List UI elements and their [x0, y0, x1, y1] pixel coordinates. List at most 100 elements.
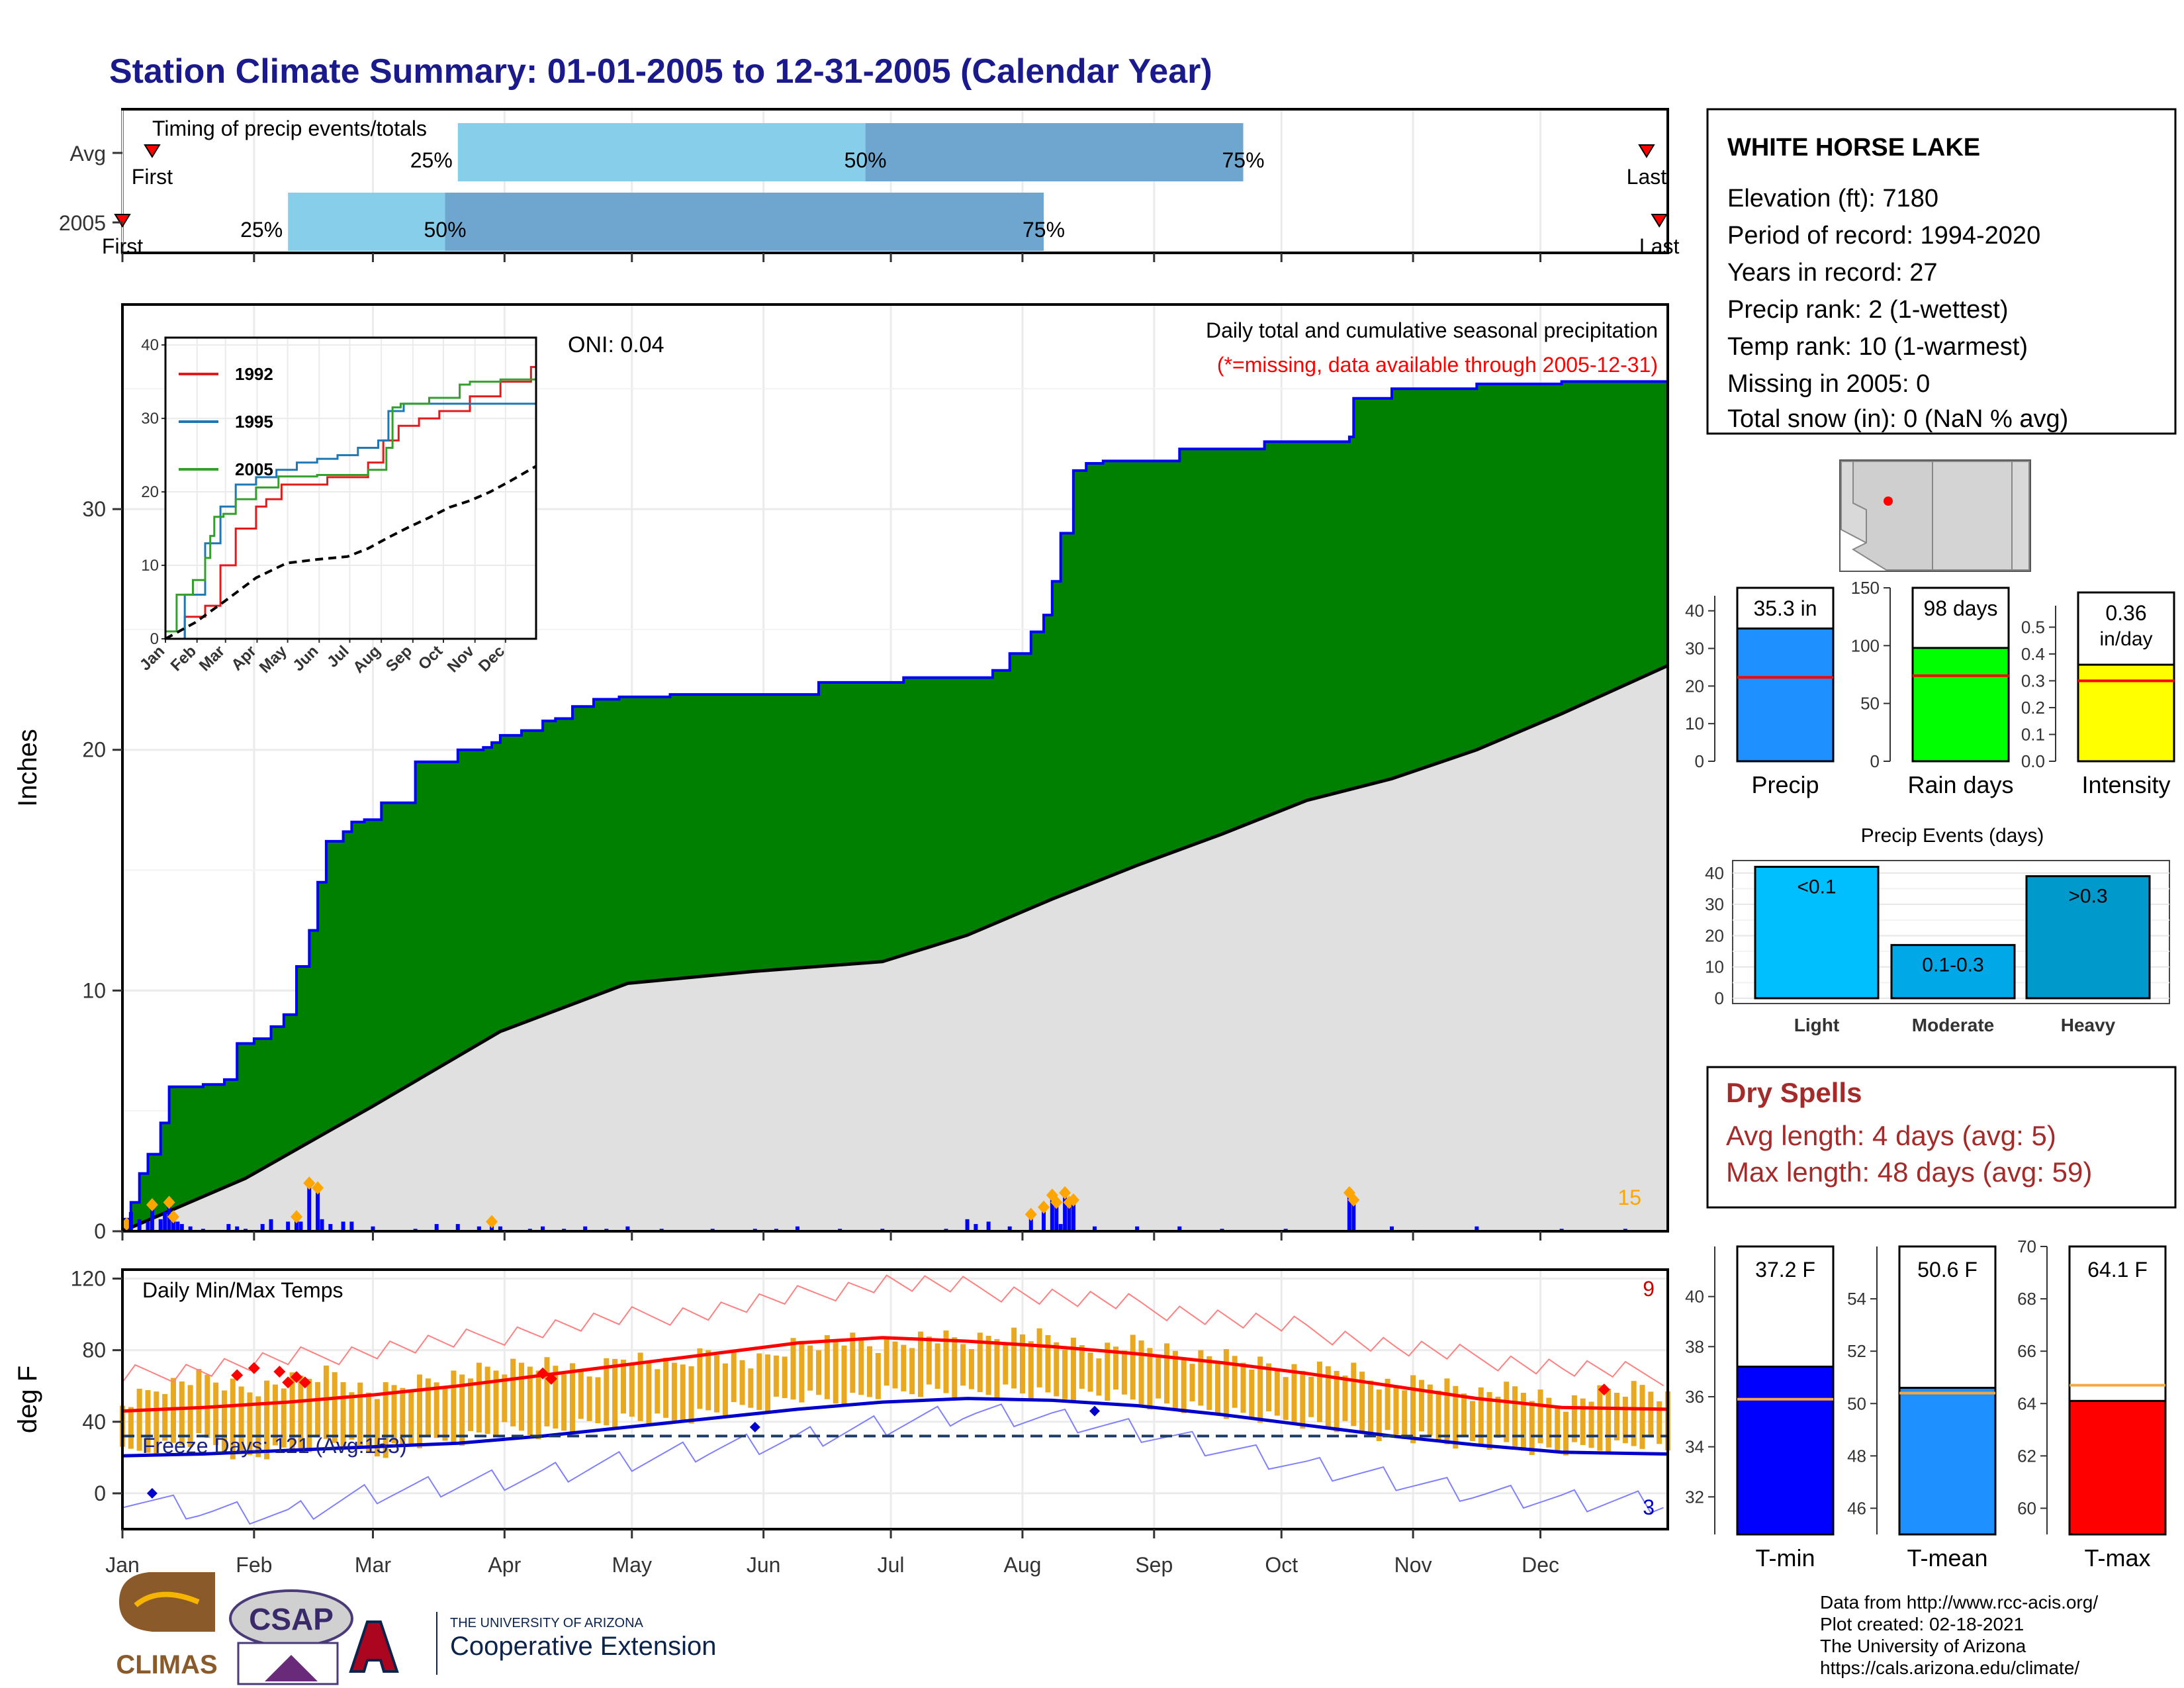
daily-precip-bar [477, 1226, 481, 1231]
daily-temp-bar [731, 1352, 737, 1403]
month-label: Jan [105, 1553, 140, 1577]
precip-panel: 0 10 20 30 Inches Daily total and cumulativ… [13, 303, 1669, 1243]
quartile-bar-25-50 [457, 123, 866, 181]
daily-temp-bar [1351, 1362, 1357, 1427]
footer-line: The University of Arizona [1820, 1636, 2026, 1656]
daily-temp-bar [1359, 1372, 1365, 1431]
y-tick-label: 0.1 [2021, 724, 2045, 744]
inset-y-tick-label: 30 [141, 410, 159, 428]
inset-y-tick-label: 0 [150, 630, 159, 648]
daily-temp-bar [272, 1384, 278, 1446]
daily-temp-bar [1546, 1397, 1552, 1448]
daily-precip-bar [1058, 1224, 1063, 1231]
daily-temp-bar [1639, 1385, 1645, 1449]
climas-logo-text: CLIMAS [116, 1650, 217, 1679]
daily-temp-bar [374, 1399, 380, 1457]
daily-precip-bar [795, 1226, 799, 1231]
daily-precip-bar [146, 1221, 150, 1231]
month-label: Sep [1135, 1553, 1173, 1577]
record-max-line [122, 1274, 1664, 1387]
daily-temp-bar [1342, 1376, 1348, 1421]
daily-precip-bar [128, 1211, 133, 1231]
daily-temp-bar [739, 1360, 745, 1405]
temp-bar-value-label: 64.1 F [2087, 1258, 2148, 1282]
y-tick-label: 50 [1860, 694, 1880, 714]
daily-precip-bar [226, 1224, 231, 1231]
y-tick-label: 0.4 [2021, 644, 2045, 664]
temp-bar [1898, 1387, 1997, 1536]
inset-legend-label: 1992 [235, 364, 273, 384]
daily-temp-bar [1410, 1375, 1416, 1444]
record-high-marker [282, 1376, 295, 1389]
daily-temp-bar [705, 1350, 711, 1411]
precip-y-label: Inches [13, 729, 42, 807]
y-tick-label: 0.2 [2021, 698, 2045, 718]
daily-temp-bar [680, 1364, 686, 1423]
summary-bar [1736, 627, 1835, 763]
daily-temp-bar [688, 1366, 694, 1424]
daily-precip-bar [1177, 1226, 1182, 1231]
daily-temp-bar [1045, 1335, 1051, 1393]
daily-precip-bar [986, 1221, 991, 1231]
summary-bar-value-label: 35.3 in [1753, 596, 1817, 620]
daily-temp-bar [901, 1344, 907, 1391]
y-tick-label: 54 [1847, 1289, 1866, 1309]
daily-temp-bar [408, 1391, 414, 1446]
station-location-marker [1884, 496, 1893, 506]
daily-precip-bar [158, 1219, 163, 1231]
daily-temp-bar [1079, 1345, 1085, 1389]
y-tick-label: 46 [1847, 1498, 1866, 1518]
month-label: Jun [747, 1553, 781, 1577]
daily-temp-bar [417, 1374, 423, 1448]
extreme-precip-marker [146, 1198, 158, 1211]
daily-temp-bar [595, 1377, 601, 1423]
ua-big-text: Cooperative Extension [450, 1632, 716, 1661]
daily-temp-bar [425, 1378, 431, 1435]
climas-logo: CLIMAS [116, 1572, 218, 1679]
daily-precip-bar [269, 1219, 273, 1231]
daily-temp-bar [1597, 1385, 1603, 1451]
daily-temp-bar [1393, 1385, 1399, 1435]
daily-temp-bar [604, 1358, 610, 1426]
y-tick-label: 0 [1695, 751, 1704, 771]
daily-temp-bar [323, 1365, 329, 1439]
y-tick-label: 32 [1685, 1487, 1704, 1507]
daily-temp-bar [332, 1372, 338, 1443]
daily-precip-bar [1067, 1202, 1071, 1231]
extreme-precip-marker [1038, 1200, 1050, 1214]
daily-precip-bar [298, 1221, 303, 1231]
daily-temp-bar [1657, 1401, 1662, 1444]
daily-temp-bar [1402, 1390, 1408, 1439]
daily-precip-bar [371, 1226, 375, 1231]
page-title: Station Climate Summary: 01-01-2005 to 1… [109, 52, 1212, 91]
daily-temp-bar [722, 1363, 728, 1416]
y-tick-label: 10 [1705, 957, 1724, 977]
record-high-marker [545, 1372, 557, 1385]
daily-temp-bar [773, 1355, 779, 1397]
daily-temp-bar [884, 1338, 889, 1386]
daily-temp-bar [1164, 1343, 1170, 1404]
daily-temp-bar [578, 1372, 584, 1419]
daily-precip-bar [235, 1226, 240, 1231]
record-high-marker [248, 1362, 260, 1374]
dry-spells-max: Max length: 48 days (avg: 59) [1726, 1156, 2092, 1188]
precip-missing-note: (*=missing, data available through 2005-… [1217, 353, 1658, 377]
station-line: Precip rank: 2 (1-wettest) [1727, 296, 2008, 324]
station-name: WHITE HORSE LAKE [1727, 134, 1980, 162]
daily-temp-bar [400, 1387, 406, 1445]
daily-temp-bar [1223, 1349, 1229, 1419]
quartile-label: 50% [844, 148, 887, 172]
inset-series-line [165, 345, 537, 640]
quartile-bar-50-75 [445, 193, 1044, 251]
inset-series-line [165, 402, 536, 640]
y-tick-label: 34 [1685, 1437, 1704, 1457]
daily-temp-bar [782, 1356, 788, 1399]
daily-temp-bar [383, 1382, 388, 1458]
daily-temp-bar [221, 1390, 227, 1452]
extreme-precip-marker [1067, 1193, 1079, 1207]
daily-precip-bar [171, 1217, 175, 1231]
extreme-precip-marker [1050, 1196, 1063, 1209]
daily-temp-bar [952, 1337, 958, 1398]
oni-label: ONI: 0.04 [568, 332, 664, 357]
quartile-label: 50% [424, 218, 467, 242]
